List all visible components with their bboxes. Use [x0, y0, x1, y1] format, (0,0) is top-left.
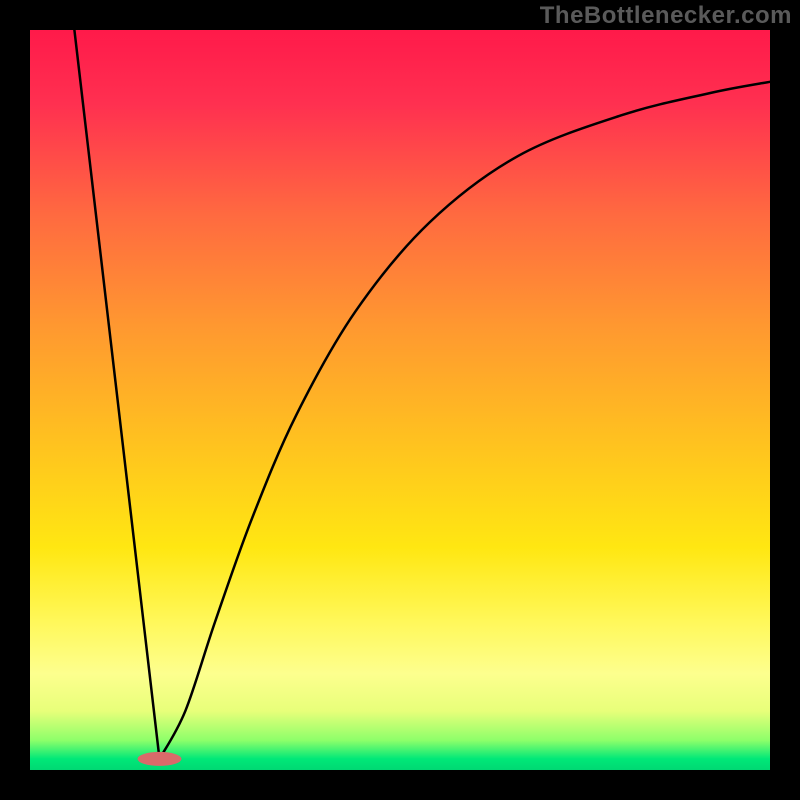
chart-container: TheBottlenecker.com: [0, 0, 800, 800]
bottleneck-marker: [138, 752, 182, 766]
watermark-text: TheBottlenecker.com: [540, 2, 792, 30]
chart-svg: [0, 0, 800, 800]
plot-area: [30, 30, 770, 770]
